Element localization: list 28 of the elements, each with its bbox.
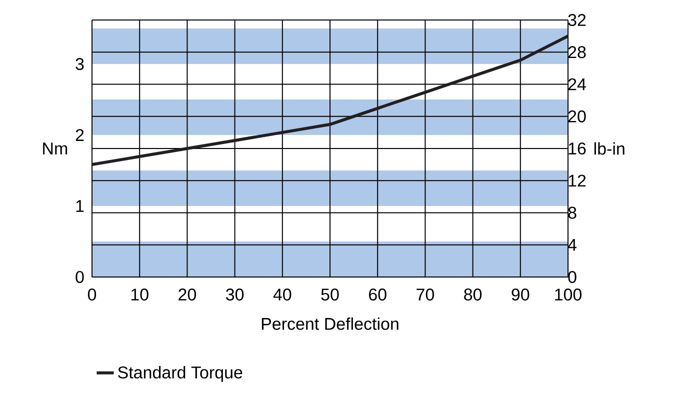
x-tick-label: 40 <box>273 288 292 301</box>
x-tick-label: 60 <box>369 288 386 301</box>
x-tick-label: 80 <box>464 288 482 301</box>
y-axis-title: Nm <box>43 142 68 154</box>
y2-tick-label: 8 <box>568 206 576 219</box>
x-tick-label: 10 <box>131 288 148 301</box>
x-tick-label: 70 <box>416 288 434 301</box>
y2-tick-label: 0 <box>568 270 576 284</box>
legend-label: Standard Torque <box>118 366 242 382</box>
x-tick-label: 90 <box>512 288 530 301</box>
x-axis-title: Percent Deflection <box>262 317 398 330</box>
y2-tick-label: 20 <box>568 110 586 122</box>
y2-tick-label: 32 <box>568 14 586 26</box>
y2-tick-label: 4 <box>568 239 576 251</box>
y2-axis-title: lb-in <box>594 142 624 155</box>
y-tick-label: 1 <box>76 200 84 212</box>
y2-tick-label: 24 <box>568 78 586 90</box>
y2-tick-label: 16 <box>568 142 586 155</box>
y-tick-label: 3 <box>76 58 84 70</box>
y2-tick-label: 12 <box>568 174 586 187</box>
y-tick-label: 0 <box>76 270 84 284</box>
x-tick-label: 20 <box>178 288 196 301</box>
y2-tick-label: 28 <box>568 46 586 58</box>
x-tick-label: 50 <box>321 288 339 301</box>
y-tick-label: 2 <box>76 129 84 141</box>
x-tick-label: 0 <box>88 288 96 301</box>
x-tick-label: 100 <box>555 288 582 301</box>
x-tick-label: 30 <box>226 288 244 301</box>
